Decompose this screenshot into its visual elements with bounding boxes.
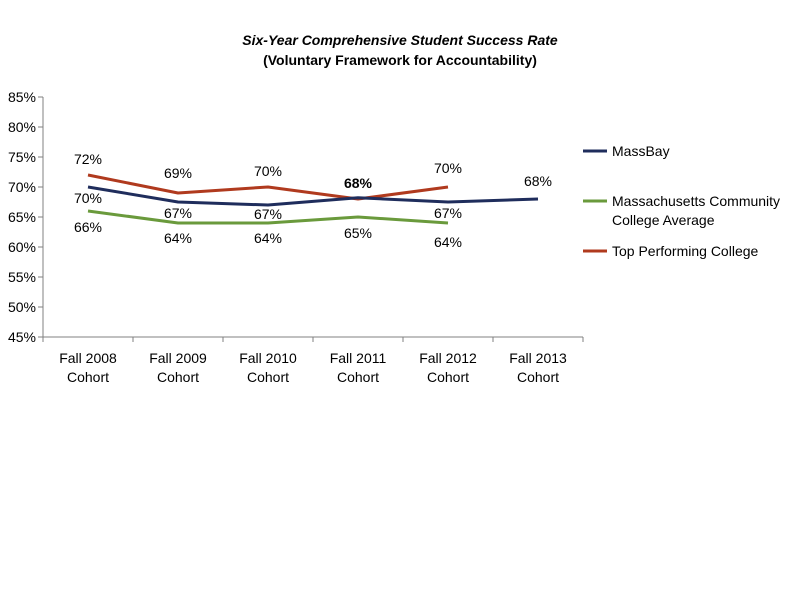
series-line-2 bbox=[87, 173, 449, 201]
legend-label: MassBay bbox=[612, 143, 670, 159]
chart-title: Six-Year Comprehensive Student Success R… bbox=[242, 32, 558, 48]
x-tick-label: Fall 2012 Cohort bbox=[419, 350, 477, 385]
data-label: 67% bbox=[434, 205, 462, 221]
series-line-1 bbox=[87, 209, 449, 225]
x-tick-label: Fall 2011 Cohort bbox=[330, 350, 387, 385]
data-label: 64% bbox=[434, 234, 462, 250]
y-tick-label: 80% bbox=[8, 119, 36, 135]
data-label: 67% bbox=[254, 206, 282, 222]
chart-title-block: Six-Year Comprehensive Student Success R… bbox=[0, 30, 800, 70]
series-line-0 bbox=[87, 185, 539, 207]
y-tick-label: 45% bbox=[8, 329, 36, 345]
y-tick-label: 55% bbox=[8, 269, 36, 285]
data-label: 68% bbox=[524, 173, 552, 189]
legend-label: Top Performing College bbox=[612, 243, 759, 259]
y-tick-label: 65% bbox=[8, 209, 36, 225]
data-label: 69% bbox=[164, 165, 192, 181]
data-label: 70% bbox=[434, 160, 462, 176]
data-label: 70% bbox=[74, 190, 102, 206]
data-label: 64% bbox=[164, 230, 192, 246]
x-tick-label: Fall 2008 Cohort bbox=[59, 350, 117, 385]
x-tick-label: Fall 2013 Cohort bbox=[509, 350, 567, 385]
x-tick-label: Fall 2010 Cohort bbox=[239, 350, 297, 385]
y-tick-label: 60% bbox=[8, 239, 36, 255]
legend-label: Massachusetts Community College Average bbox=[612, 193, 780, 228]
data-label: 65% bbox=[344, 225, 372, 241]
data-label: 64% bbox=[254, 230, 282, 246]
data-label: 70% bbox=[254, 163, 282, 179]
y-tick-label: 50% bbox=[8, 299, 36, 315]
data-label: 72% bbox=[74, 151, 102, 167]
x-tick-label: Fall 2009 Cohort bbox=[149, 350, 207, 385]
y-tick-label: 70% bbox=[8, 179, 36, 195]
chart-subtitle: (Voluntary Framework for Accountability) bbox=[263, 52, 537, 68]
data-label: 67% bbox=[164, 205, 192, 221]
data-label: 68% bbox=[344, 175, 373, 191]
y-tick-label: 75% bbox=[8, 149, 36, 165]
data-label: 66% bbox=[74, 219, 102, 235]
y-tick-label: 85% bbox=[8, 89, 36, 105]
